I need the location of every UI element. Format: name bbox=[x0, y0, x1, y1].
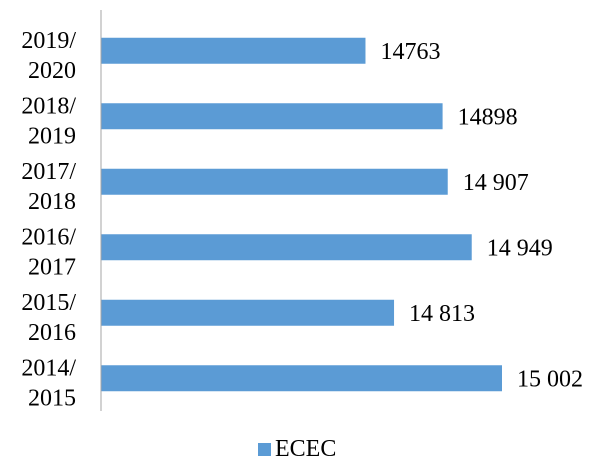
bar-1 bbox=[101, 103, 443, 130]
value-label-0: 14763 bbox=[380, 39, 440, 65]
category-label-line: 2019/ bbox=[21, 28, 76, 54]
value-labels-group: 14763 14898 14 907 14 949 14 813 15 002 bbox=[380, 39, 583, 393]
bar-0 bbox=[101, 37, 366, 64]
bars-group bbox=[101, 37, 502, 392]
category-label-line: 2016 bbox=[28, 320, 76, 346]
value-label-3: 14 949 bbox=[487, 235, 553, 261]
category-label-line: 2016/ bbox=[21, 224, 76, 250]
category-label-line: 2015/ bbox=[21, 290, 76, 316]
legend-label: ECEC bbox=[275, 436, 337, 462]
category-label-line: 2014/ bbox=[21, 355, 76, 381]
bar-4 bbox=[101, 299, 395, 326]
category-label-4: 2015/2016 bbox=[21, 290, 76, 346]
category-label-3: 2016/2017 bbox=[21, 224, 76, 280]
value-label-5: 15 002 bbox=[517, 366, 583, 392]
category-label-line: 2017/ bbox=[21, 159, 76, 185]
legend-swatch bbox=[258, 442, 271, 456]
category-label-2: 2017/2018 bbox=[21, 159, 76, 215]
category-label-line: 2019 bbox=[28, 123, 76, 149]
bar-5 bbox=[101, 365, 502, 392]
category-label-line: 2020 bbox=[28, 58, 76, 84]
bar-2 bbox=[101, 168, 448, 195]
value-label-2: 14 907 bbox=[463, 170, 529, 196]
category-label-line: 2015 bbox=[28, 385, 76, 411]
legend: ECEC bbox=[258, 434, 336, 464]
bar-3 bbox=[101, 234, 472, 261]
value-label-4: 14 813 bbox=[409, 301, 475, 327]
category-label-line: 2018 bbox=[28, 189, 76, 215]
category-label-5: 2014/2015 bbox=[21, 355, 76, 411]
category-label-line: 2017 bbox=[28, 254, 76, 280]
category-label-0: 2019/2020 bbox=[21, 28, 76, 84]
category-label-1: 2018/2019 bbox=[21, 93, 76, 149]
value-label-1: 14898 bbox=[458, 104, 518, 130]
category-label-line: 2018/ bbox=[21, 93, 76, 119]
category-labels-group: 2019/2020 2018/2019 2017/2018 2016/2017 2015… bbox=[21, 28, 76, 412]
